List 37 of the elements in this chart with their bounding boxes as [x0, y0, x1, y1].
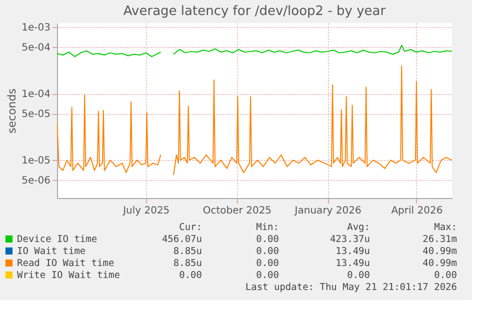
legend-label: Write IO Wait time [17, 270, 120, 281]
x-tick-label: October 2025 [202, 206, 272, 216]
y-tick-label: 1e-05 [22, 156, 50, 167]
text: 8.85u [173, 246, 202, 257]
legend-label: Read IO Wait time [17, 258, 115, 269]
y-tick-label: 1e-04 [22, 89, 50, 100]
text: 0.00 [256, 246, 280, 257]
text: 13.49u [336, 246, 370, 257]
text: Cur: [179, 222, 202, 233]
text: 8.85u [173, 258, 202, 269]
chart-title: Average latency for /dev/loop2 - by year [123, 4, 386, 20]
x-tick-label: January 2026 [294, 206, 362, 216]
text: 13.49u [336, 258, 370, 269]
text: Avg: [347, 222, 370, 233]
text: 0.00 [256, 270, 280, 281]
legend-label: Device IO time [17, 234, 98, 245]
legend-label: IO Wait time [17, 246, 86, 257]
text: 456.07u [162, 234, 202, 245]
text: 0.00 [179, 270, 202, 281]
text: Last update: Thu May 21 21:01:17 2026 [245, 282, 458, 293]
text: Max: [434, 222, 457, 233]
text: Min: [256, 222, 279, 233]
y-tick-label: 5e-06 [22, 176, 50, 187]
x-tick-label: April 2026 [391, 206, 443, 216]
y-tick-label: 1e-03 [22, 22, 50, 34]
x-tick-label: July 2025 [122, 206, 170, 216]
text: 0.00 [434, 270, 458, 281]
y-axis-title: seconds [6, 88, 19, 134]
text: 40.99m [422, 246, 458, 257]
text: 0.00 [256, 258, 280, 269]
y-tick-label: 5e-05 [22, 109, 50, 120]
text: 423.37u [330, 234, 370, 245]
text: 40.99m [422, 258, 458, 269]
y-tick-label: 5e-04 [22, 42, 50, 54]
text: 0.00 [256, 234, 280, 245]
text: 26.31m [422, 234, 458, 245]
text: 0.00 [347, 270, 370, 281]
